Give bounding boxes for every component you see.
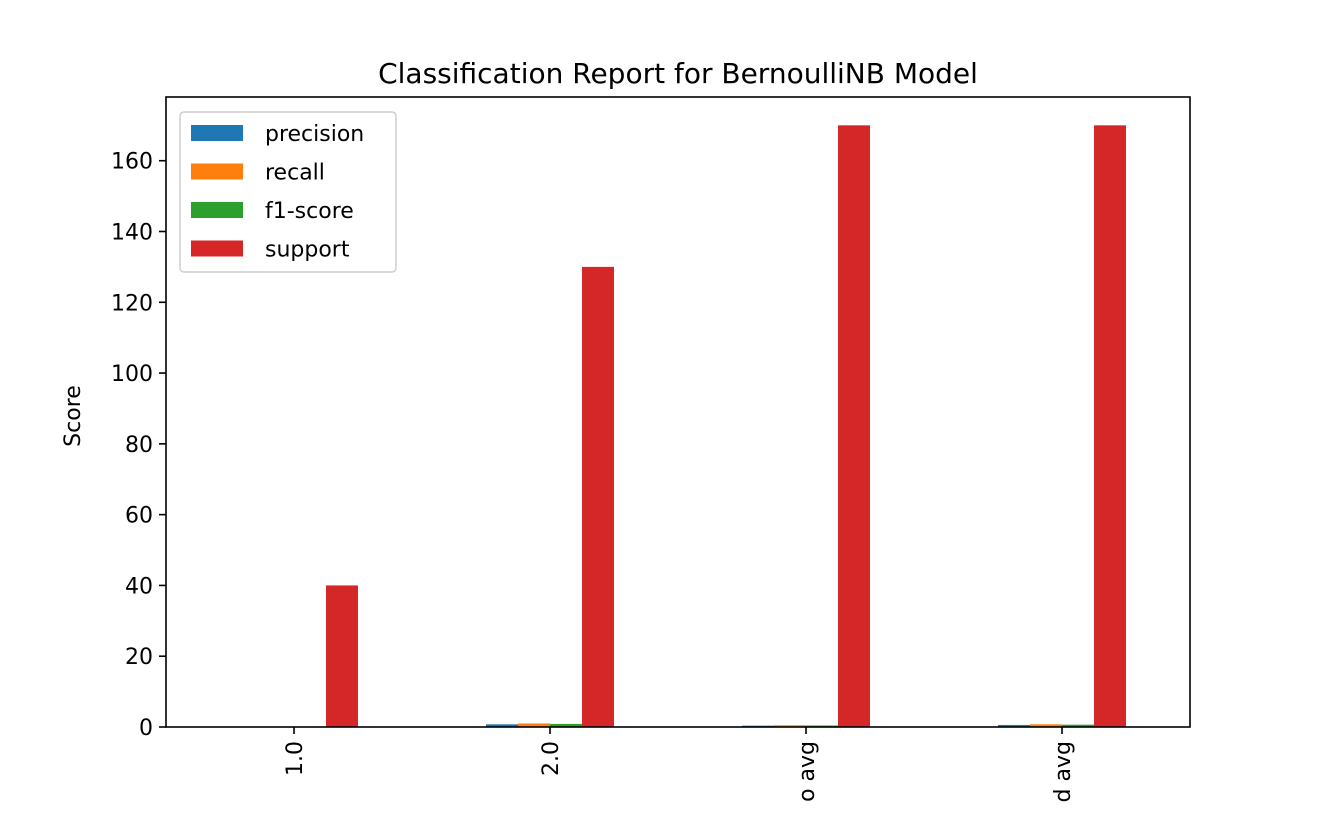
chart-title: Classification Report for BernoulliNB Mo…	[378, 57, 978, 90]
y-axis-label: Score	[61, 385, 86, 447]
legend-swatch-recall	[191, 163, 243, 180]
plot-frame	[165, 96, 1191, 728]
legend-label-support: support	[265, 238, 350, 263]
y-tick-label: 100	[111, 362, 153, 387]
y-tick-label: 0	[139, 716, 153, 741]
legend-swatch-support	[191, 240, 243, 257]
y-tick-label: 140	[111, 220, 153, 245]
y-ticks-group: 0 20 40 60 80 100 120 140 160	[111, 150, 166, 741]
x-ticks-group: 1.0 2.0 o avg d avg	[283, 727, 1076, 802]
bar-f1-score-1	[550, 723, 582, 727]
bar-precision-1	[486, 724, 518, 727]
bars-group	[326, 125, 1126, 728]
y-tick-label: 60	[125, 504, 153, 529]
y-tick-label: 120	[111, 291, 153, 316]
x-tick-label: o avg	[795, 741, 820, 802]
bar-support-0	[326, 585, 358, 727]
legend-label-recall: recall	[265, 161, 325, 186]
bar-support-2	[838, 125, 870, 728]
bar-support-3	[1094, 125, 1126, 728]
bar-recall-3	[1030, 724, 1062, 727]
y-tick-label: 80	[125, 433, 153, 458]
x-tick-label: 1.0	[283, 741, 308, 776]
y-tick-label: 20	[125, 645, 153, 670]
legend: precision recall f1-score support	[179, 111, 397, 273]
x-tick-label: d avg	[1051, 741, 1076, 802]
x-tick-label: 2.0	[539, 741, 564, 776]
legend-box	[179, 111, 397, 273]
legend-swatch-f1-score	[191, 202, 243, 218]
bar-support-1	[582, 266, 614, 727]
legend-label-precision: precision	[265, 122, 364, 147]
legend-swatch-precision	[191, 125, 243, 141]
y-tick-label: 160	[111, 150, 153, 175]
legend-label-f1-score: f1-score	[265, 199, 354, 224]
y-tick-label: 40	[125, 574, 153, 599]
bar-f1-score-3	[1062, 724, 1094, 727]
bar-recall-1	[518, 723, 550, 727]
bar-precision-3	[998, 724, 1030, 727]
bar-recall-2	[774, 725, 806, 727]
